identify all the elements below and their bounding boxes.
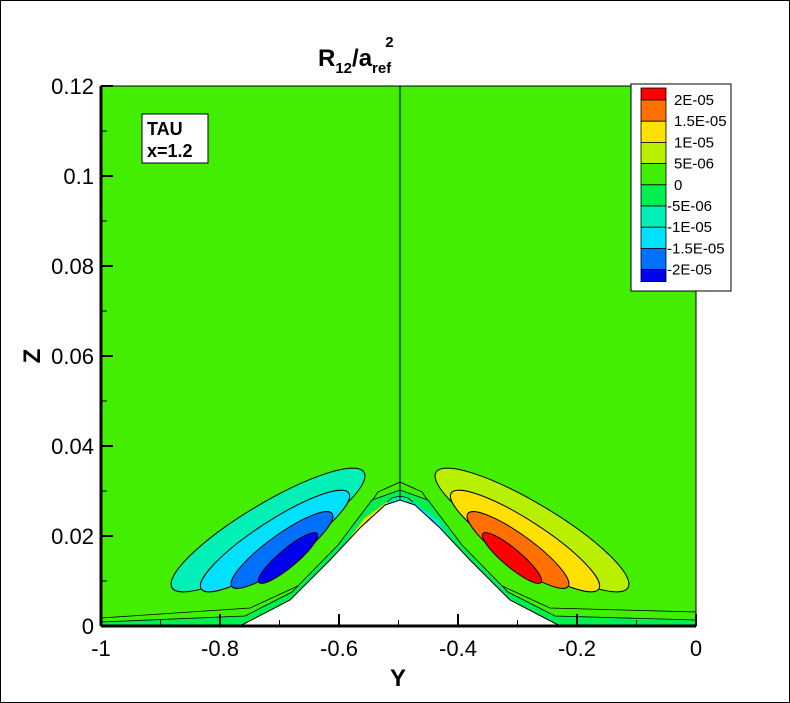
y-tick-label: 0.08 — [51, 254, 94, 279]
y-tick-label: 0.12 — [51, 74, 94, 99]
x-tick-label: -0.6 — [320, 636, 358, 661]
legend-label: 0 — [674, 177, 682, 194]
legend-label: -5E-06 — [667, 198, 712, 215]
legend-swatch — [640, 205, 667, 228]
positive-lobe — [434, 467, 630, 593]
legend-label: 1.5E-05 — [674, 113, 727, 130]
legend-swatch — [640, 120, 667, 143]
y-tick-label: 0.06 — [51, 344, 94, 369]
annotation-box: TAU x=1.2 — [141, 113, 209, 164]
x-tick-label: -0.4 — [439, 636, 477, 661]
x-tick-label: -0.2 — [558, 636, 596, 661]
annotation-line-1: TAU — [147, 119, 183, 139]
contour-field — [101, 86, 696, 626]
legend-label: 5E-06 — [674, 156, 714, 173]
contour-level-pos-4 — [481, 532, 543, 584]
y-tick-label: 0.02 — [51, 524, 94, 549]
legend-swatch — [640, 87, 667, 101]
y-tick-label: 0.1 — [63, 164, 94, 189]
chart-title: R12/aref2 — [318, 34, 394, 77]
legend-swatch — [640, 184, 667, 207]
legend-label: 2E-05 — [674, 92, 714, 109]
legend-swatch — [640, 226, 667, 249]
x-tick-label: 0 — [690, 636, 702, 661]
negative-lobe — [170, 467, 366, 593]
legend-label: -1E-05 — [667, 219, 712, 236]
axis-ticks — [100, 85, 697, 627]
legend-label: -1.5E-05 — [667, 240, 725, 257]
legend-swatch — [640, 99, 667, 122]
legend-swatch — [640, 269, 667, 283]
bump-body — [239, 499, 561, 626]
legend-swatch — [640, 163, 667, 186]
annotation-background — [141, 113, 209, 164]
y-axis-label: Z — [19, 349, 46, 364]
annotation-line-2: x=1.2 — [147, 141, 193, 161]
y-tick-label: 0.04 — [51, 434, 94, 459]
x-axis-label: Y — [390, 665, 406, 692]
legend-swatch — [640, 141, 667, 164]
legend-label: 1E-05 — [674, 134, 714, 151]
x-tick-labels: -1 -0.8 -0.6 -0.4 -0.2 0 — [91, 636, 702, 661]
y-tick-label: 0 — [82, 614, 94, 639]
x-tick-label: -0.8 — [201, 636, 239, 661]
contour-level-neg-4 — [257, 532, 319, 584]
y-tick-labels: 0 0.02 0.04 0.06 0.08 0.1 0.12 — [51, 74, 94, 639]
legend-label: -2E-05 — [667, 262, 712, 279]
legend-swatch — [640, 247, 667, 270]
x-tick-label: -1 — [91, 636, 111, 661]
legend: 2E-05 1.5E-05 1E-05 5E-06 0 -5E-06 -1E-05 -1.5E… — [630, 83, 732, 292]
